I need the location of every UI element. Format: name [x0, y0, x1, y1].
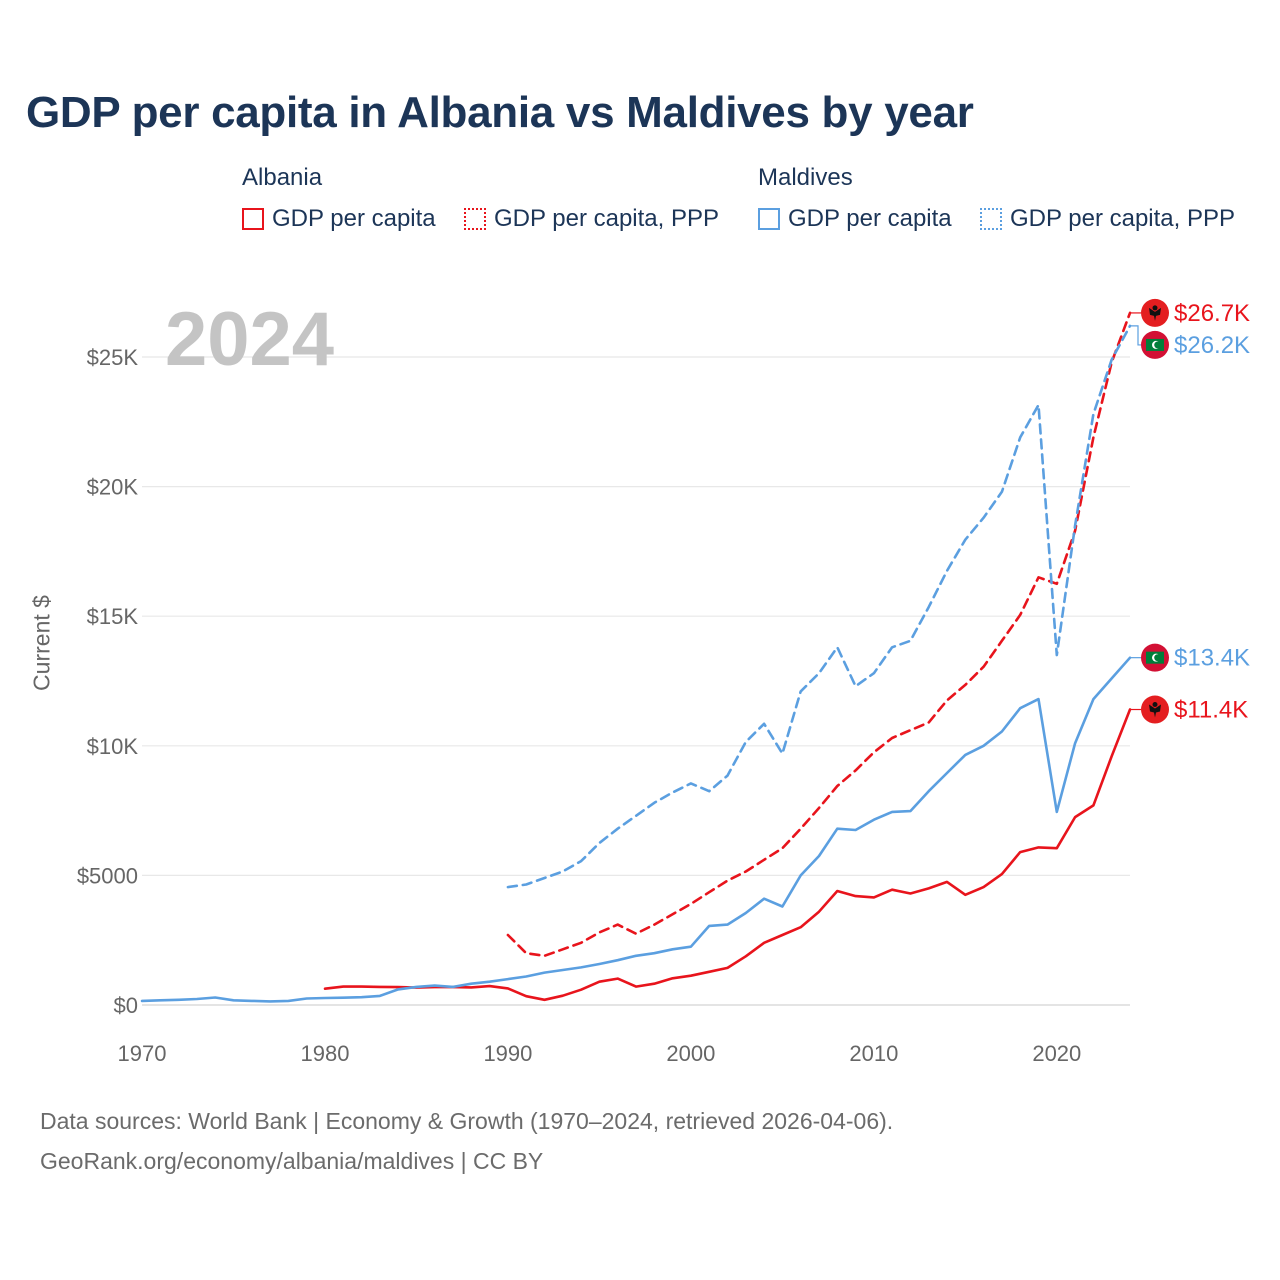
legend-albania-gdp[interactable]: GDP per capita [242, 205, 436, 233]
chart-title: GDP per capita in Albania vs Maldives by… [26, 88, 974, 137]
x-tick-label: 1980 [300, 1041, 349, 1066]
albania-flag-icon [1141, 298, 1169, 327]
series-line-albania-gdp-per-capita[interactable] [323, 708, 1132, 1002]
y-axis-ticks: $0 $5000 $10K $15K $20K $25K [77, 345, 139, 1018]
maldives-flag-icon [1141, 643, 1169, 672]
legend-swatch-solid [758, 208, 780, 230]
maldives-flag-icon [1141, 330, 1169, 359]
end-labels: $26.7K $26.2K $13.4K $11.4K [1130, 298, 1250, 724]
legend-label: GDP per capita, PPP [494, 205, 719, 232]
footer-credit: GeoRank.org/economy/albania/maldives | C… [40, 1148, 544, 1174]
end-value-label: $11.4K [1174, 697, 1248, 724]
x-axis-ticks: 1970 1980 1990 2000 2010 2020 [118, 1041, 1082, 1066]
legend-maldives-gdp-ppp[interactable]: GDP per capita, PPP [980, 205, 1235, 233]
series-line-albania-gdp-per-capita-ppp[interactable] [506, 311, 1132, 958]
end-value-label: $13.4K [1174, 645, 1250, 672]
legend-label: GDP per capita [788, 205, 952, 232]
y-tick-label: $25K [87, 345, 139, 370]
x-tick-label: 2000 [666, 1041, 715, 1066]
x-tick-label: 2020 [1032, 1041, 1081, 1066]
year-watermark: 2024 [165, 297, 335, 382]
x-tick-label: 1970 [118, 1041, 167, 1066]
albania-flag-icon [1141, 695, 1169, 724]
end-value-label: $26.7K [1174, 300, 1250, 327]
y-tick-label: $20K [87, 475, 139, 500]
legend-group-maldives: Maldives [758, 164, 853, 191]
y-tick-label: $10K [87, 734, 139, 759]
series-line-maldives-gdp-per-capita[interactable] [140, 656, 1132, 1003]
y-tick-label: $0 [114, 993, 138, 1018]
series-line-maldives-gdp-per-capita-ppp[interactable] [506, 324, 1132, 889]
legend-group-albania: Albania [242, 164, 323, 191]
legend-swatch-solid [242, 208, 264, 230]
y-tick-label: $5000 [77, 863, 138, 888]
series-lines [140, 311, 1132, 1003]
legend-label: GDP per capita, PPP [1010, 205, 1235, 232]
legend-albania-gdp-ppp[interactable]: GDP per capita, PPP [464, 205, 719, 233]
y-tick-label: $15K [87, 604, 139, 629]
legend-swatch-dotted [464, 208, 486, 230]
x-tick-label: 1990 [483, 1041, 532, 1066]
x-tick-label: 2010 [849, 1041, 898, 1066]
grid-lines [142, 356, 1130, 1006]
end-value-label: $26.2K [1174, 332, 1250, 359]
footer-sources: Data sources: World Bank | Economy & Gro… [40, 1108, 894, 1134]
legend-label: GDP per capita [272, 205, 436, 232]
legend-maldives-gdp[interactable]: GDP per capita [758, 205, 952, 233]
end-label-connector [1130, 325, 1141, 346]
legend-swatch-dotted [980, 208, 1002, 230]
